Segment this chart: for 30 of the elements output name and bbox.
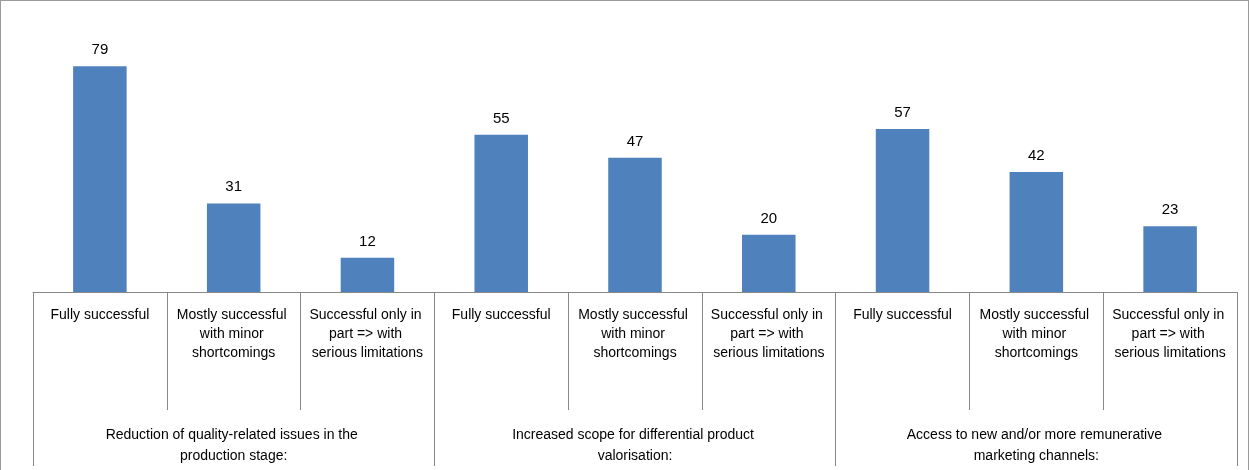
data-label: 55	[492, 108, 510, 126]
data-label: 23	[1161, 200, 1179, 218]
data-label: 12	[359, 231, 376, 249]
text: Access to new and/or more remunerative marketing channels:	[906, 425, 1166, 463]
bar	[742, 234, 796, 292]
bar	[474, 134, 528, 292]
x-tick-label: Mostly successful with minor shortcomings	[176, 305, 291, 360]
bar	[73, 66, 127, 292]
x-tick-label: Fully successful	[451, 305, 551, 322]
x-tick-label: Fully successful	[50, 305, 150, 322]
bar	[1143, 226, 1197, 292]
text: Reduction of quality-related issues in the production stage:	[105, 425, 362, 463]
x-tick-label: Mostly successful with minor shortcomings	[578, 305, 692, 360]
bar	[1009, 171, 1064, 292]
data-label: 20	[760, 208, 778, 226]
bar	[340, 257, 395, 292]
data-label: 79	[91, 40, 109, 58]
data-label: 47	[626, 131, 644, 149]
x-tick-label: Fully successful	[853, 305, 952, 322]
bar	[608, 157, 662, 292]
x-tick-label: Successful only in part => with serious limitations	[1112, 305, 1229, 360]
bar	[875, 129, 930, 292]
data-label: 42	[1027, 145, 1045, 163]
x-tick-label: Mostly successful with minor shortcomings	[979, 305, 1094, 360]
data-label: 31	[225, 177, 243, 195]
x-tick-label: Successful only in part => with serious limitations	[309, 305, 426, 360]
x-tick-label: Successful only in part => with serious limitations	[710, 305, 827, 360]
bar	[206, 203, 261, 292]
text: Increased scope for differential product valorisation:	[512, 425, 758, 463]
data-label: 57	[894, 103, 911, 121]
